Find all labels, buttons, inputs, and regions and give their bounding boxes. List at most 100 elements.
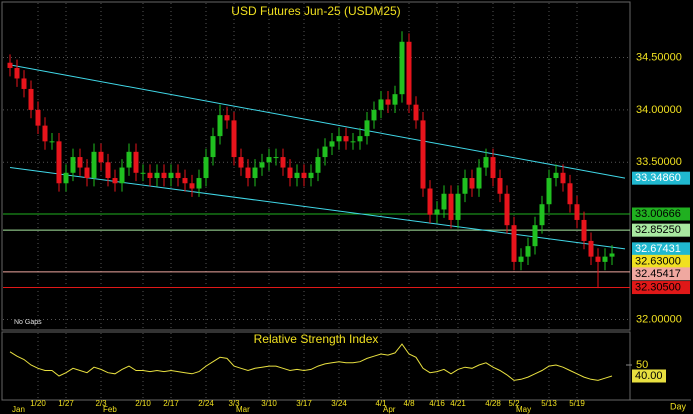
rsi-title: Relative Strength Index [254,332,379,346]
candle-body [224,115,230,121]
candle-body [112,178,118,184]
x-tick-label: 1/20 [30,399,46,408]
candle-body [28,88,34,110]
candle-body [469,178,475,189]
price-label-box [632,171,690,185]
x-tick-label: 4/16 [429,399,445,408]
candle-body [378,99,384,110]
candle-body [77,157,83,168]
candle-body [504,193,510,226]
candle-body [609,253,615,257]
candle-body [259,162,265,168]
candle-body [245,167,251,179]
candle-body [7,62,13,68]
trend-line [9,64,626,179]
candle-body [322,146,328,158]
candle-body [343,136,349,142]
y-tick-label: 33.50000 [636,156,682,168]
candle-body [238,157,244,168]
month-label: Feb [103,405,117,414]
candle-body [63,172,69,184]
price-label-box [632,207,690,221]
candle-body [434,209,440,215]
rsi-label: 40.00 [635,370,663,382]
candle-body [147,172,153,179]
candle-body [560,172,566,184]
month-label: Mar [236,405,250,414]
candle-body [301,172,307,179]
candle-body [42,125,48,142]
month-label: Jan [12,405,25,414]
candle-body [420,120,426,189]
candle-body [56,141,62,184]
candle-body [252,167,258,179]
candle-body [105,162,111,179]
candle-body [518,256,524,262]
candle-body [91,151,97,179]
candle-body [154,172,160,179]
candle-body [385,99,391,105]
candle-body [532,225,538,247]
x-unit-label: Day [670,401,687,411]
month-label: May [516,405,531,414]
price-label-box [632,254,690,268]
candle-body [217,115,223,137]
y-tick-label: 34.50000 [636,51,682,63]
y-tick-label: 50 [636,359,648,371]
candle-body [294,172,300,179]
x-tick-label: 4/28 [485,399,501,408]
x-tick-label: 4/21 [450,399,466,408]
candle-body [497,178,503,194]
price-label-box [632,223,690,237]
x-tick-label: 5/2 [508,399,520,408]
price-label-box [632,281,690,295]
candle-body [133,151,139,173]
price-label-box [632,267,690,281]
month-label: Apr [383,405,396,414]
x-tick-label: 5/13 [541,399,557,408]
candle-body [280,157,286,168]
candle-body [182,178,188,184]
x-tick-label: 2/3 [95,399,107,408]
candle-body [287,167,293,179]
candle-body [490,157,496,179]
price-label: 32.45417 [635,268,681,280]
candle-body [574,204,580,220]
candle-body [196,178,202,189]
candle-body [448,193,454,220]
candle-body [413,104,419,121]
x-tick-label: 3/17 [296,399,312,408]
y-tick-label: 32.00000 [636,313,682,325]
candle-body [161,172,167,179]
candle-body [476,167,482,189]
candle-body [126,151,132,168]
candle-body [49,141,55,143]
candle-body [329,141,335,147]
candle-body [35,109,41,126]
price-label: 33.34860 [635,172,681,184]
candle-body [539,204,545,226]
y-tick-label: 34.00000 [636,104,682,116]
candle-body [119,167,125,184]
candle-body [595,256,601,262]
candle-body [399,41,405,95]
price-label: 33.00666 [635,208,681,220]
candle-body [70,157,76,173]
rsi-label-box [632,369,666,383]
candle-body [392,94,398,105]
price-label-box [632,242,690,256]
x-tick-label: 1/27 [58,399,74,408]
candle-body [525,246,531,257]
candle-body [21,78,27,89]
x-tick-label: 4/8 [403,399,415,408]
x-tick-label: 3/10 [261,399,277,408]
candle-body [553,172,559,179]
candle-body [427,188,433,215]
candle-body [273,157,279,159]
candle-body [315,157,321,173]
candle-body [98,151,104,163]
candle-body [175,172,181,179]
price-panel [1,1,631,331]
price-label: 32.85250 [635,224,681,236]
